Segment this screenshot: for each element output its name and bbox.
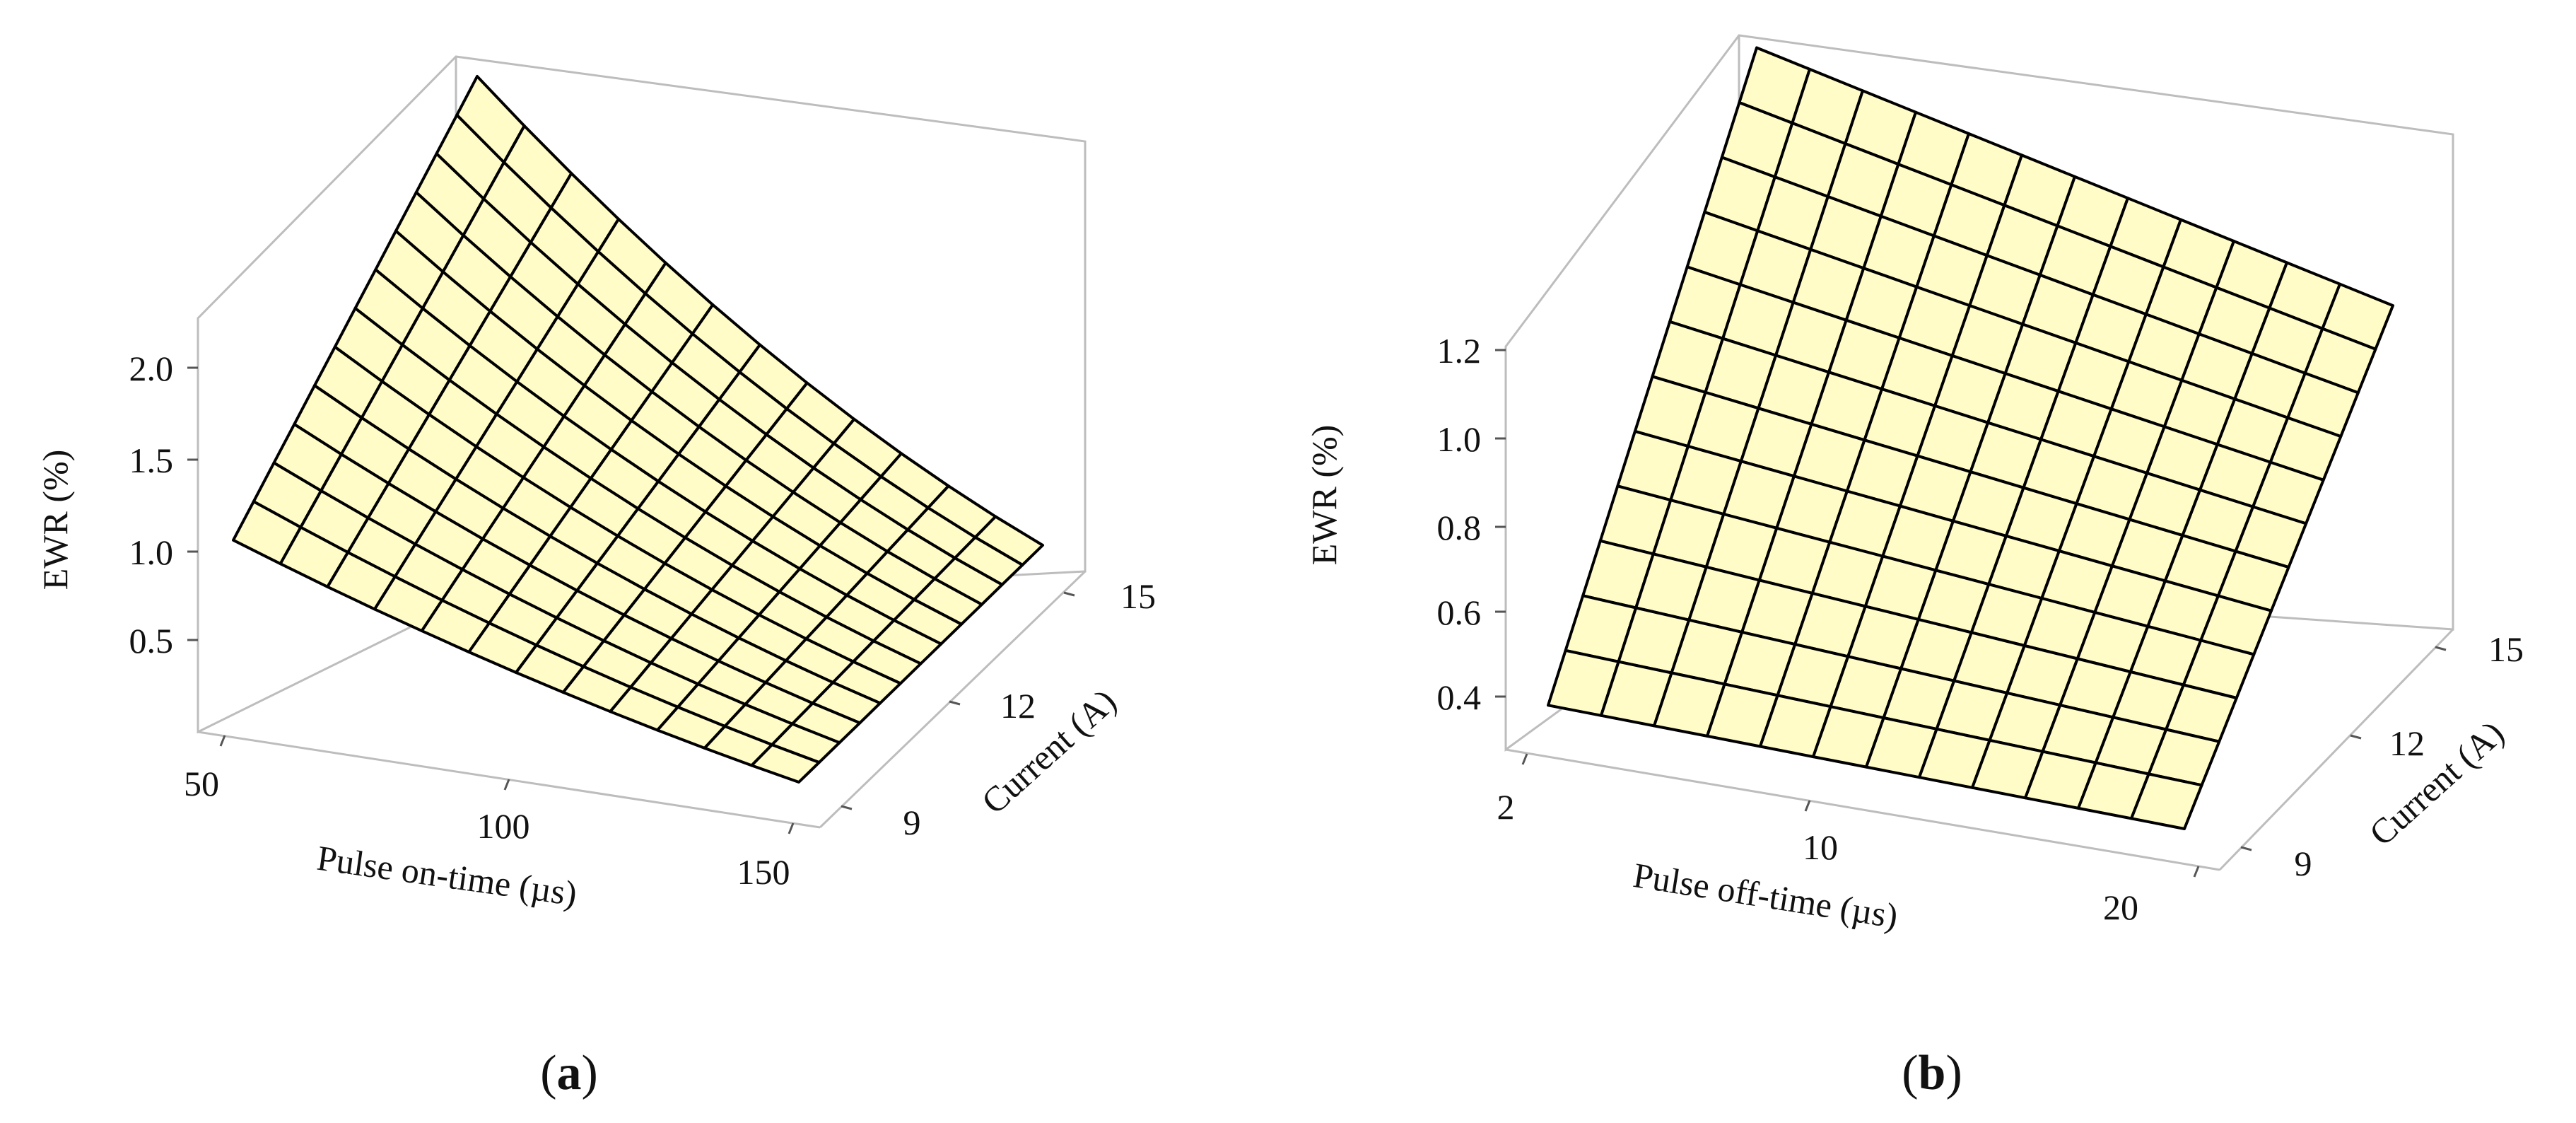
panel-b-z-tick-label: 0.6 [1437,593,1482,632]
surface-cell [750,743,821,784]
panel-a-z-tick-label: 1.5 [129,441,174,480]
panel-a-x-tick-label: 50 [184,764,219,803]
panel-a-z-ticks: 2.0 1.5 1.0 0.5 [129,349,198,661]
panel-b: 0.4 0.6 0.8 1.0 1.2 EWR (%) 2 10 20 Puls… [1304,34,2524,1100]
panel-b-surface [1547,46,2394,830]
panel-a-z-tick-label: 2.0 [129,349,174,388]
panel-a-z-axis-title: EWR (%) [35,450,75,590]
panel-a-y-tick-label: 12 [1000,686,1036,726]
panel-a-y-axis-title: Current (A) [974,681,1124,822]
panel-a-y-tick-label: 15 [1120,576,1156,616]
panel-b-letter: b [1919,1046,1946,1100]
panel-a-y-tick-label: 9 [903,803,921,842]
panel-b-z-axis-title: EWR (%) [1304,425,1344,566]
panel-b-x-axis-title: Pulse off-time (µs) [1631,855,1901,936]
surface-cell [2130,772,2203,830]
panel-b-label: (b) [1902,1046,1962,1100]
panel-a-surface [232,75,1044,784]
panel-a-z-tick-label: 1.0 [129,533,174,572]
panel-a-y-ticks: 9 12 15 [841,576,1156,842]
panel-b-x-tick-label: 2 [1497,787,1515,827]
panel-a-x-axis-title: Pulse on-time (µs) [315,838,580,914]
panel-a-label: (a) [540,1046,598,1100]
panel-b-x-tick-label: 10 [1803,827,1838,867]
panel-b-z-tick-label: 0.4 [1437,677,1482,717]
panel-b-z-tick-label: 0.8 [1437,508,1482,547]
panel-a-x-tick-label: 150 [737,852,790,892]
panel-b-x-ticks: 2 10 20 [1497,753,2200,927]
panel-b-x-tick-label: 20 [2103,888,2138,927]
panel-a-z-tick-label: 0.5 [129,621,174,661]
panel-b-y-tick-label: 15 [2488,629,2524,669]
panel-b-z-tick-label: 1.2 [1437,331,1482,371]
panel-b-z-tick-label: 1.0 [1437,419,1482,459]
panel-a-x-tick-label: 100 [477,806,530,846]
panel-b-z-ticks: 0.4 0.6 0.8 1.0 1.2 [1437,331,1506,717]
panel-b-y-ticks: 9 12 15 [2240,629,2524,883]
panel-b-y-axis-title: Current (A) [2362,713,2512,854]
panel-a: 2.0 1.5 1.0 0.5 EWR (%) 50 100 150 Pulse… [35,55,1156,1100]
panel-a-x-ticks: 50 100 150 [184,735,795,892]
panel-b-y-tick-label: 12 [2389,723,2425,763]
panel-b-y-tick-label: 9 [2295,844,2312,883]
panel-a-letter: a [557,1046,582,1100]
